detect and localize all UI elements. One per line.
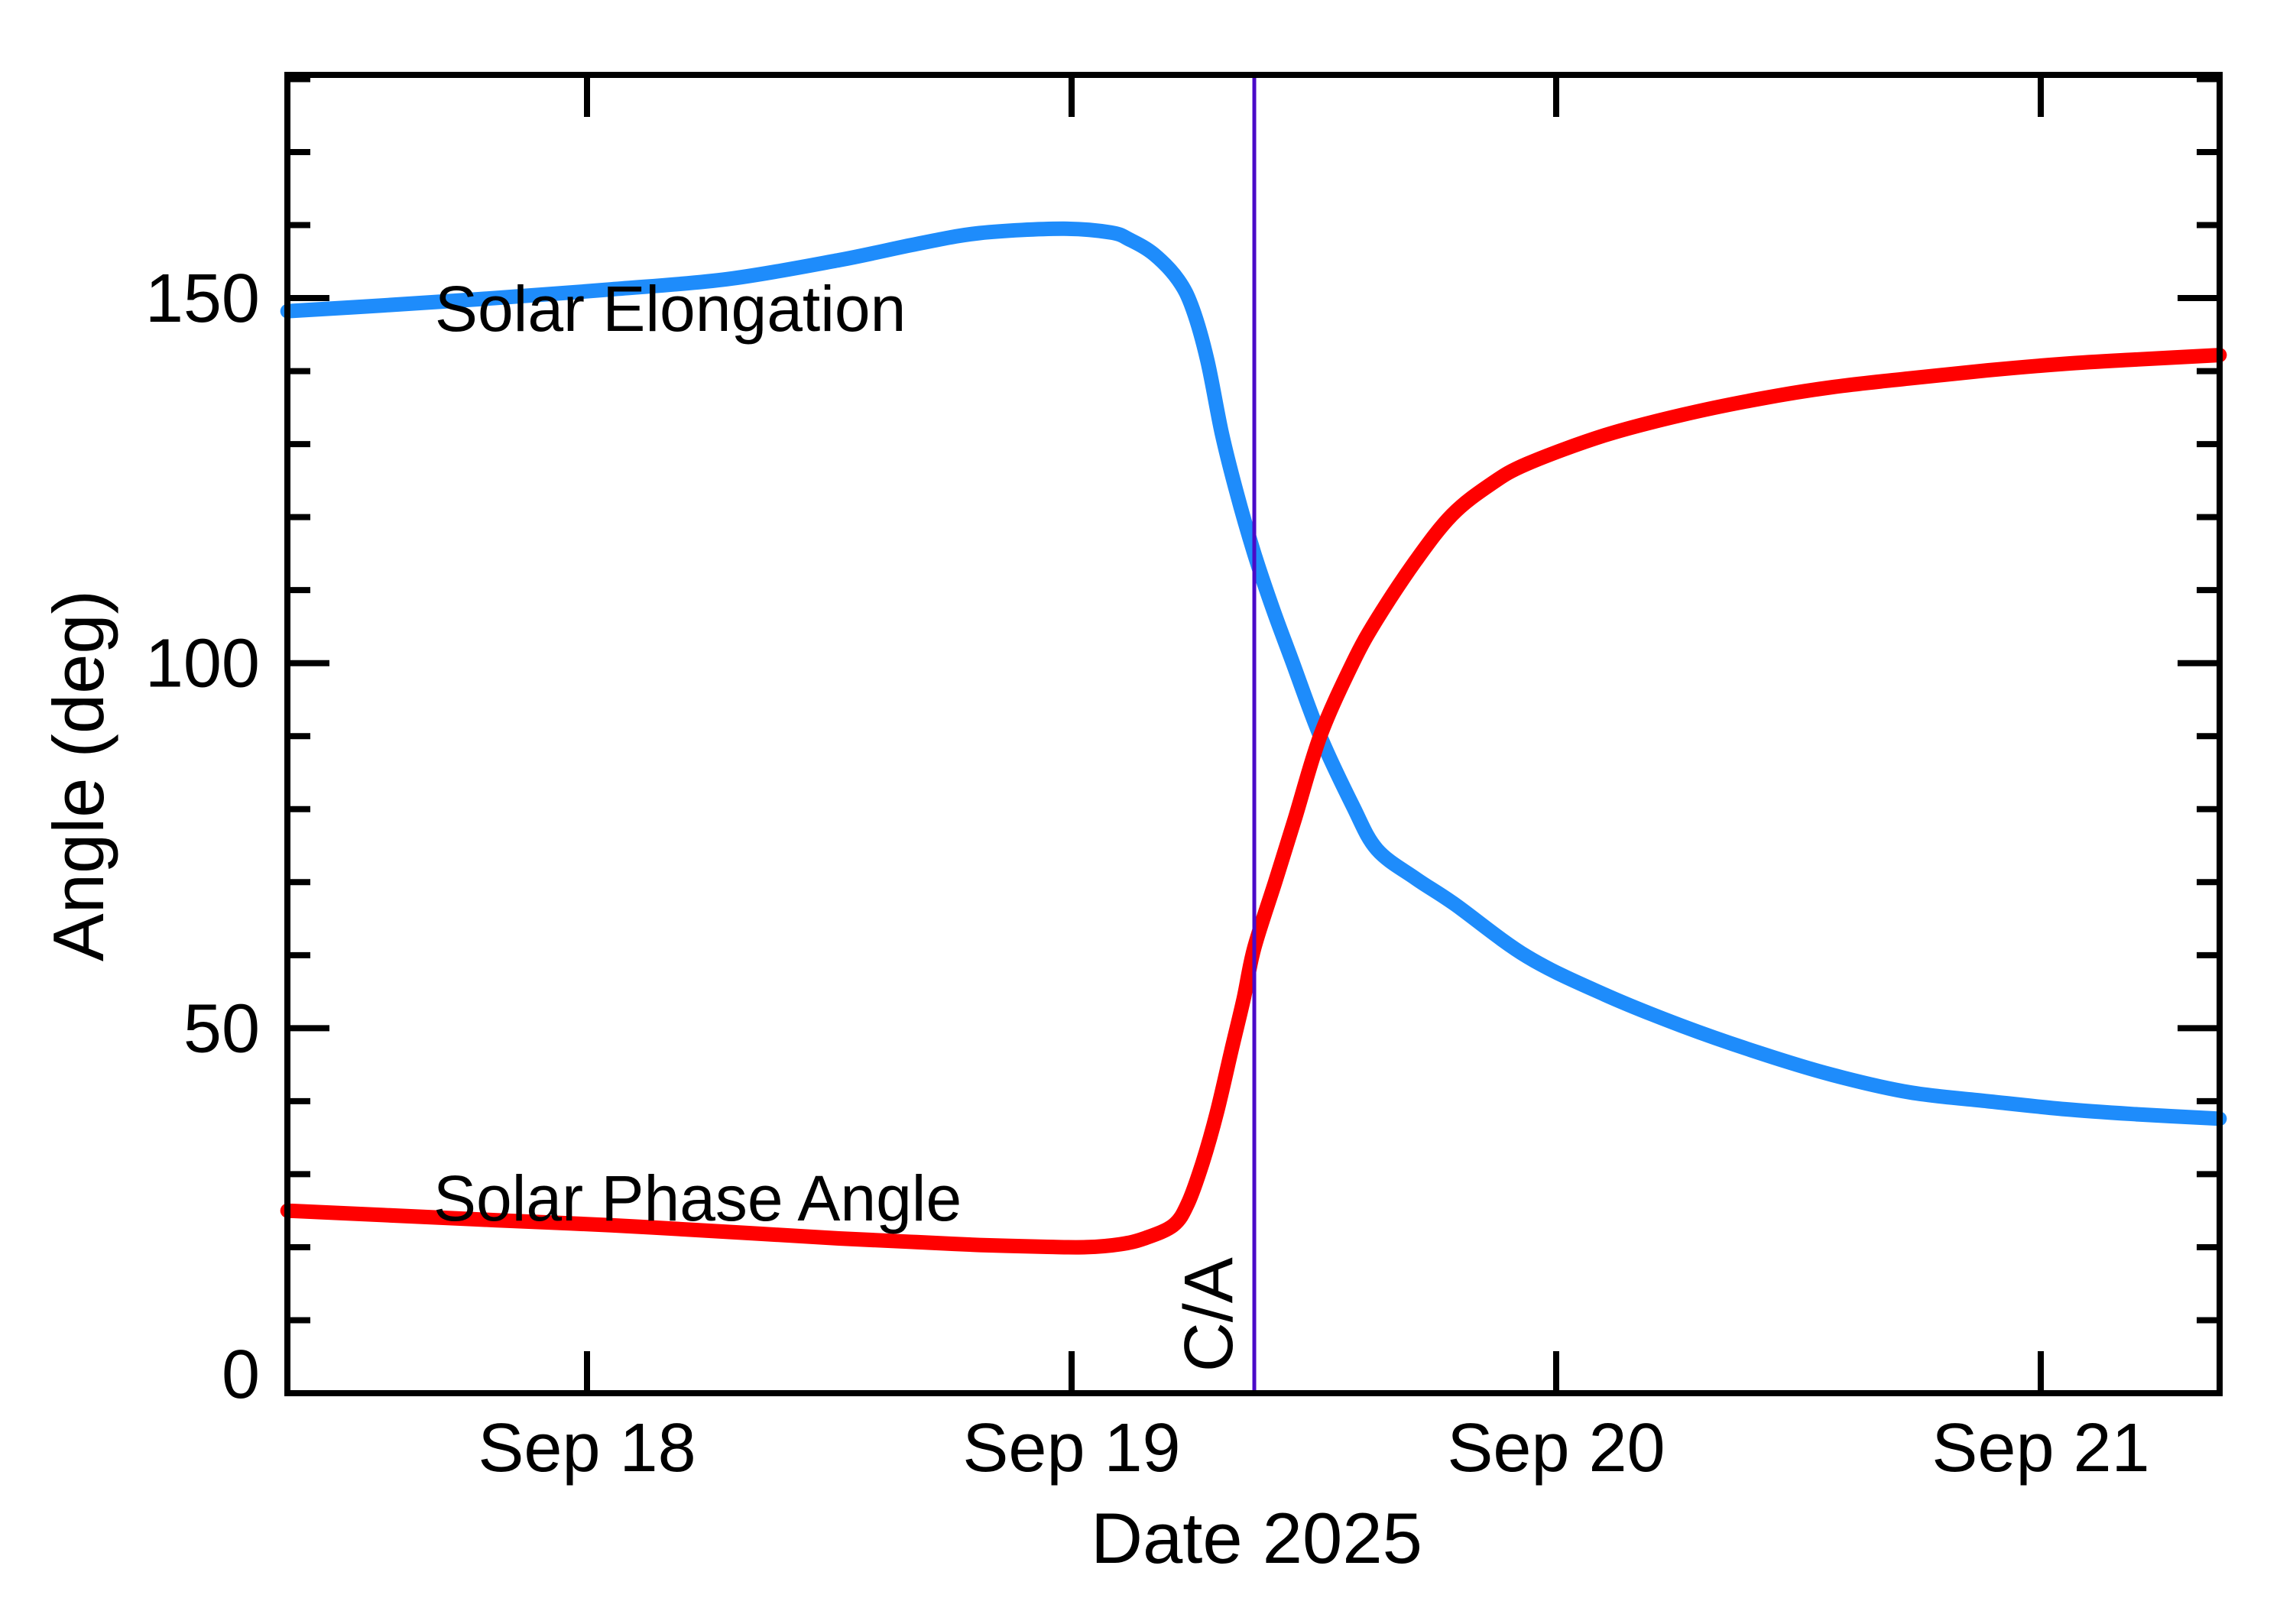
x-axis-title: Date 2025: [1091, 1498, 1422, 1578]
x-tick-label: Sep 18: [478, 1410, 696, 1486]
axis-ticks: [287, 75, 2220, 1396]
y-axis-title: Angle (deg): [38, 590, 118, 961]
tick-labels: Sep 18 Sep 19 Sep 20 Sep 21 0 50 100 150: [145, 261, 2150, 1486]
x-tick-label: Sep 21: [1931, 1410, 2149, 1486]
y-tick-label: 50: [183, 990, 260, 1067]
y-tick-label: 100: [145, 626, 260, 702]
x-tick-label: Sep 19: [962, 1410, 1180, 1486]
solar-phase-angle-curve-label: Solar Phase Angle: [433, 1162, 962, 1234]
y-tick-label: 0: [222, 1337, 260, 1413]
solar-elongation-curve-label: Solar Elongation: [435, 273, 906, 345]
y-tick-label: 150: [145, 261, 260, 337]
x-tick-label: Sep 20: [1447, 1410, 1665, 1486]
plot-frame: [284, 72, 2223, 1396]
closest-approach-label: C/A: [1171, 1257, 1247, 1372]
